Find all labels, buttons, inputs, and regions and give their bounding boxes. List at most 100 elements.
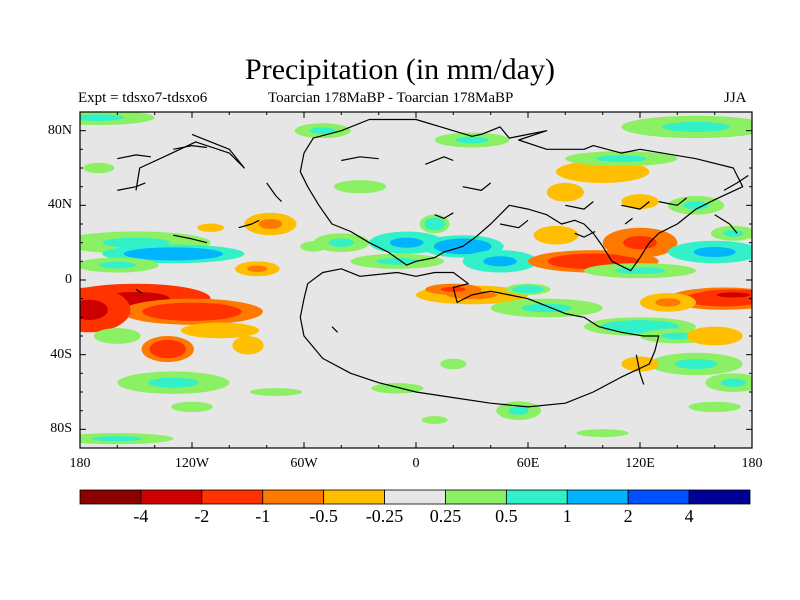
anomaly-region-16-level-2 (148, 377, 199, 388)
anomaly-region-26-level-2 (563, 256, 623, 267)
anomaly-region-56-level-2 (585, 430, 620, 436)
anomaly-region-33-level-2 (631, 198, 649, 205)
y-tick-label-0: 80N (47, 122, 72, 138)
coastlines (117, 118, 749, 408)
anomaly-region-53-level-2 (697, 403, 732, 411)
colorbar-label-6: 0.5 (495, 506, 518, 526)
coastline-11 (434, 212, 454, 219)
anomaly-fields (80, 112, 752, 445)
anomaly-region-15-level-2 (80, 114, 124, 121)
x-tick-label-0: 180 (69, 456, 91, 471)
anomaly-region-34-level-2 (683, 201, 709, 210)
coastline-13 (499, 219, 529, 229)
coastline-22 (135, 288, 142, 294)
x-tick-label-4: 60E (516, 456, 540, 471)
anomaly-region-18-level-2 (92, 436, 143, 442)
anomaly-region-47-level-2 (614, 322, 666, 331)
coastline-15 (574, 230, 596, 238)
coastline-0 (299, 118, 744, 272)
anomaly-region-58-level-2 (444, 360, 462, 368)
anomaly-region-27-level-2 (623, 235, 657, 250)
y-tick-label-2: 0 (65, 272, 72, 287)
anomaly-region-11-level-2 (258, 218, 283, 230)
anomaly-region-5-level-2 (102, 330, 133, 342)
anomaly-region-9-level-2 (98, 261, 136, 269)
y-tick-label-4: 80S (50, 421, 72, 437)
chart-subtitle: Toarcian 178MaBP - Toarcian 178MaBP (268, 90, 514, 106)
anomaly-region-36-level-2 (343, 182, 377, 191)
anomaly-region-43-level-2 (517, 286, 539, 292)
anomaly-region-38-level-2 (455, 136, 489, 144)
anomaly-region-23-level-2 (483, 256, 517, 267)
anomaly-region-14-level-2 (88, 164, 109, 172)
coastline-4 (238, 219, 260, 229)
anomaly-region-50-level-2 (675, 358, 717, 370)
coastline-18 (714, 214, 738, 234)
anomaly-region-55-level-2 (426, 417, 444, 423)
anomaly-region-8-level-2 (141, 249, 206, 259)
anomaly-region-17-level-2 (178, 403, 206, 411)
anomaly-region-20-level-2 (389, 237, 424, 248)
anomaly-region-25-level-2 (545, 231, 567, 240)
coastline-23 (331, 326, 339, 333)
x-tick-label-1: 120W (174, 456, 210, 471)
anomaly-region-19-level-2 (328, 238, 354, 247)
colorbar-label-3: -0.5 (309, 506, 338, 526)
coastline-14 (565, 201, 594, 210)
anomaly-region-35-level-2 (596, 155, 647, 163)
coastline-8 (173, 145, 207, 150)
x-tick-label-3: 0 (412, 456, 420, 471)
colorbar-label-4: -0.25 (365, 506, 404, 526)
anomaly-region-6-level-2 (237, 339, 259, 352)
x-tick-label-6: 180 (741, 456, 763, 471)
anomaly-region-29-level-2 (693, 246, 736, 258)
coastline-10 (425, 156, 454, 165)
anomaly-region-10-level-2 (247, 265, 268, 273)
coastline-16 (621, 201, 650, 210)
anomaly-region-54-level-2 (508, 406, 529, 415)
anomaly-region-12-level-2 (197, 223, 225, 232)
axis-ticks (79, 112, 753, 448)
anomaly-region-32-level-2 (556, 188, 574, 197)
anomaly-region-48-level-2 (660, 332, 695, 340)
anomaly-region-42-level-2 (521, 303, 572, 313)
anomaly-region-31-level-2 (581, 166, 624, 177)
coastline-12 (462, 182, 492, 191)
anomaly-region-4-level-2 (155, 343, 180, 355)
coastline-21 (635, 354, 645, 385)
coastline-20 (624, 217, 633, 225)
coastline-3 (173, 234, 208, 244)
coastline-2 (135, 133, 245, 191)
anomaly-region-28-level-2 (614, 267, 666, 275)
coastline-6 (117, 182, 146, 191)
colorbar-label-0: -4 (133, 506, 149, 526)
colorbar-label-9: 4 (684, 506, 694, 526)
anomaly-region-30-level-2 (723, 229, 744, 237)
x-tick-label-5: 120E (625, 456, 655, 471)
y-tick-label-3: 40S (50, 346, 72, 362)
anomaly-region-45-level-2 (716, 292, 751, 298)
colorbar-label-5: 0.25 (429, 506, 462, 526)
anomaly-region-37-level-2 (310, 127, 336, 135)
anomaly-region-39-level-2 (662, 121, 730, 132)
coastline-1 (299, 268, 660, 408)
coastline-17 (658, 197, 688, 206)
anomaly-region-59-level-2 (259, 389, 293, 395)
anomaly-region-22-level-2 (427, 219, 442, 229)
chart-title: Precipitation (in mm/day) (245, 53, 555, 86)
x-tick-label-2: 60W (290, 456, 318, 471)
anomaly-region-46-level-2 (655, 298, 681, 307)
coastline-19 (723, 174, 749, 191)
anomaly-region-52-level-2 (720, 378, 746, 387)
colorbar-label-8: 2 (623, 506, 633, 526)
anomaly-region-3-level-2 (194, 325, 246, 336)
anomaly-region-2-level-2 (80, 299, 108, 320)
colorbar-label-7: 1 (562, 506, 572, 526)
colorbar-label-2: -1 (255, 506, 271, 526)
coastline-7 (117, 154, 151, 160)
anomaly-region-49-level-2 (702, 331, 728, 341)
y-tick-label-1: 40N (47, 197, 72, 213)
coastline-5 (266, 182, 283, 203)
experiment-label: Expt = tdsxo7-tdsxo6 (78, 90, 208, 106)
